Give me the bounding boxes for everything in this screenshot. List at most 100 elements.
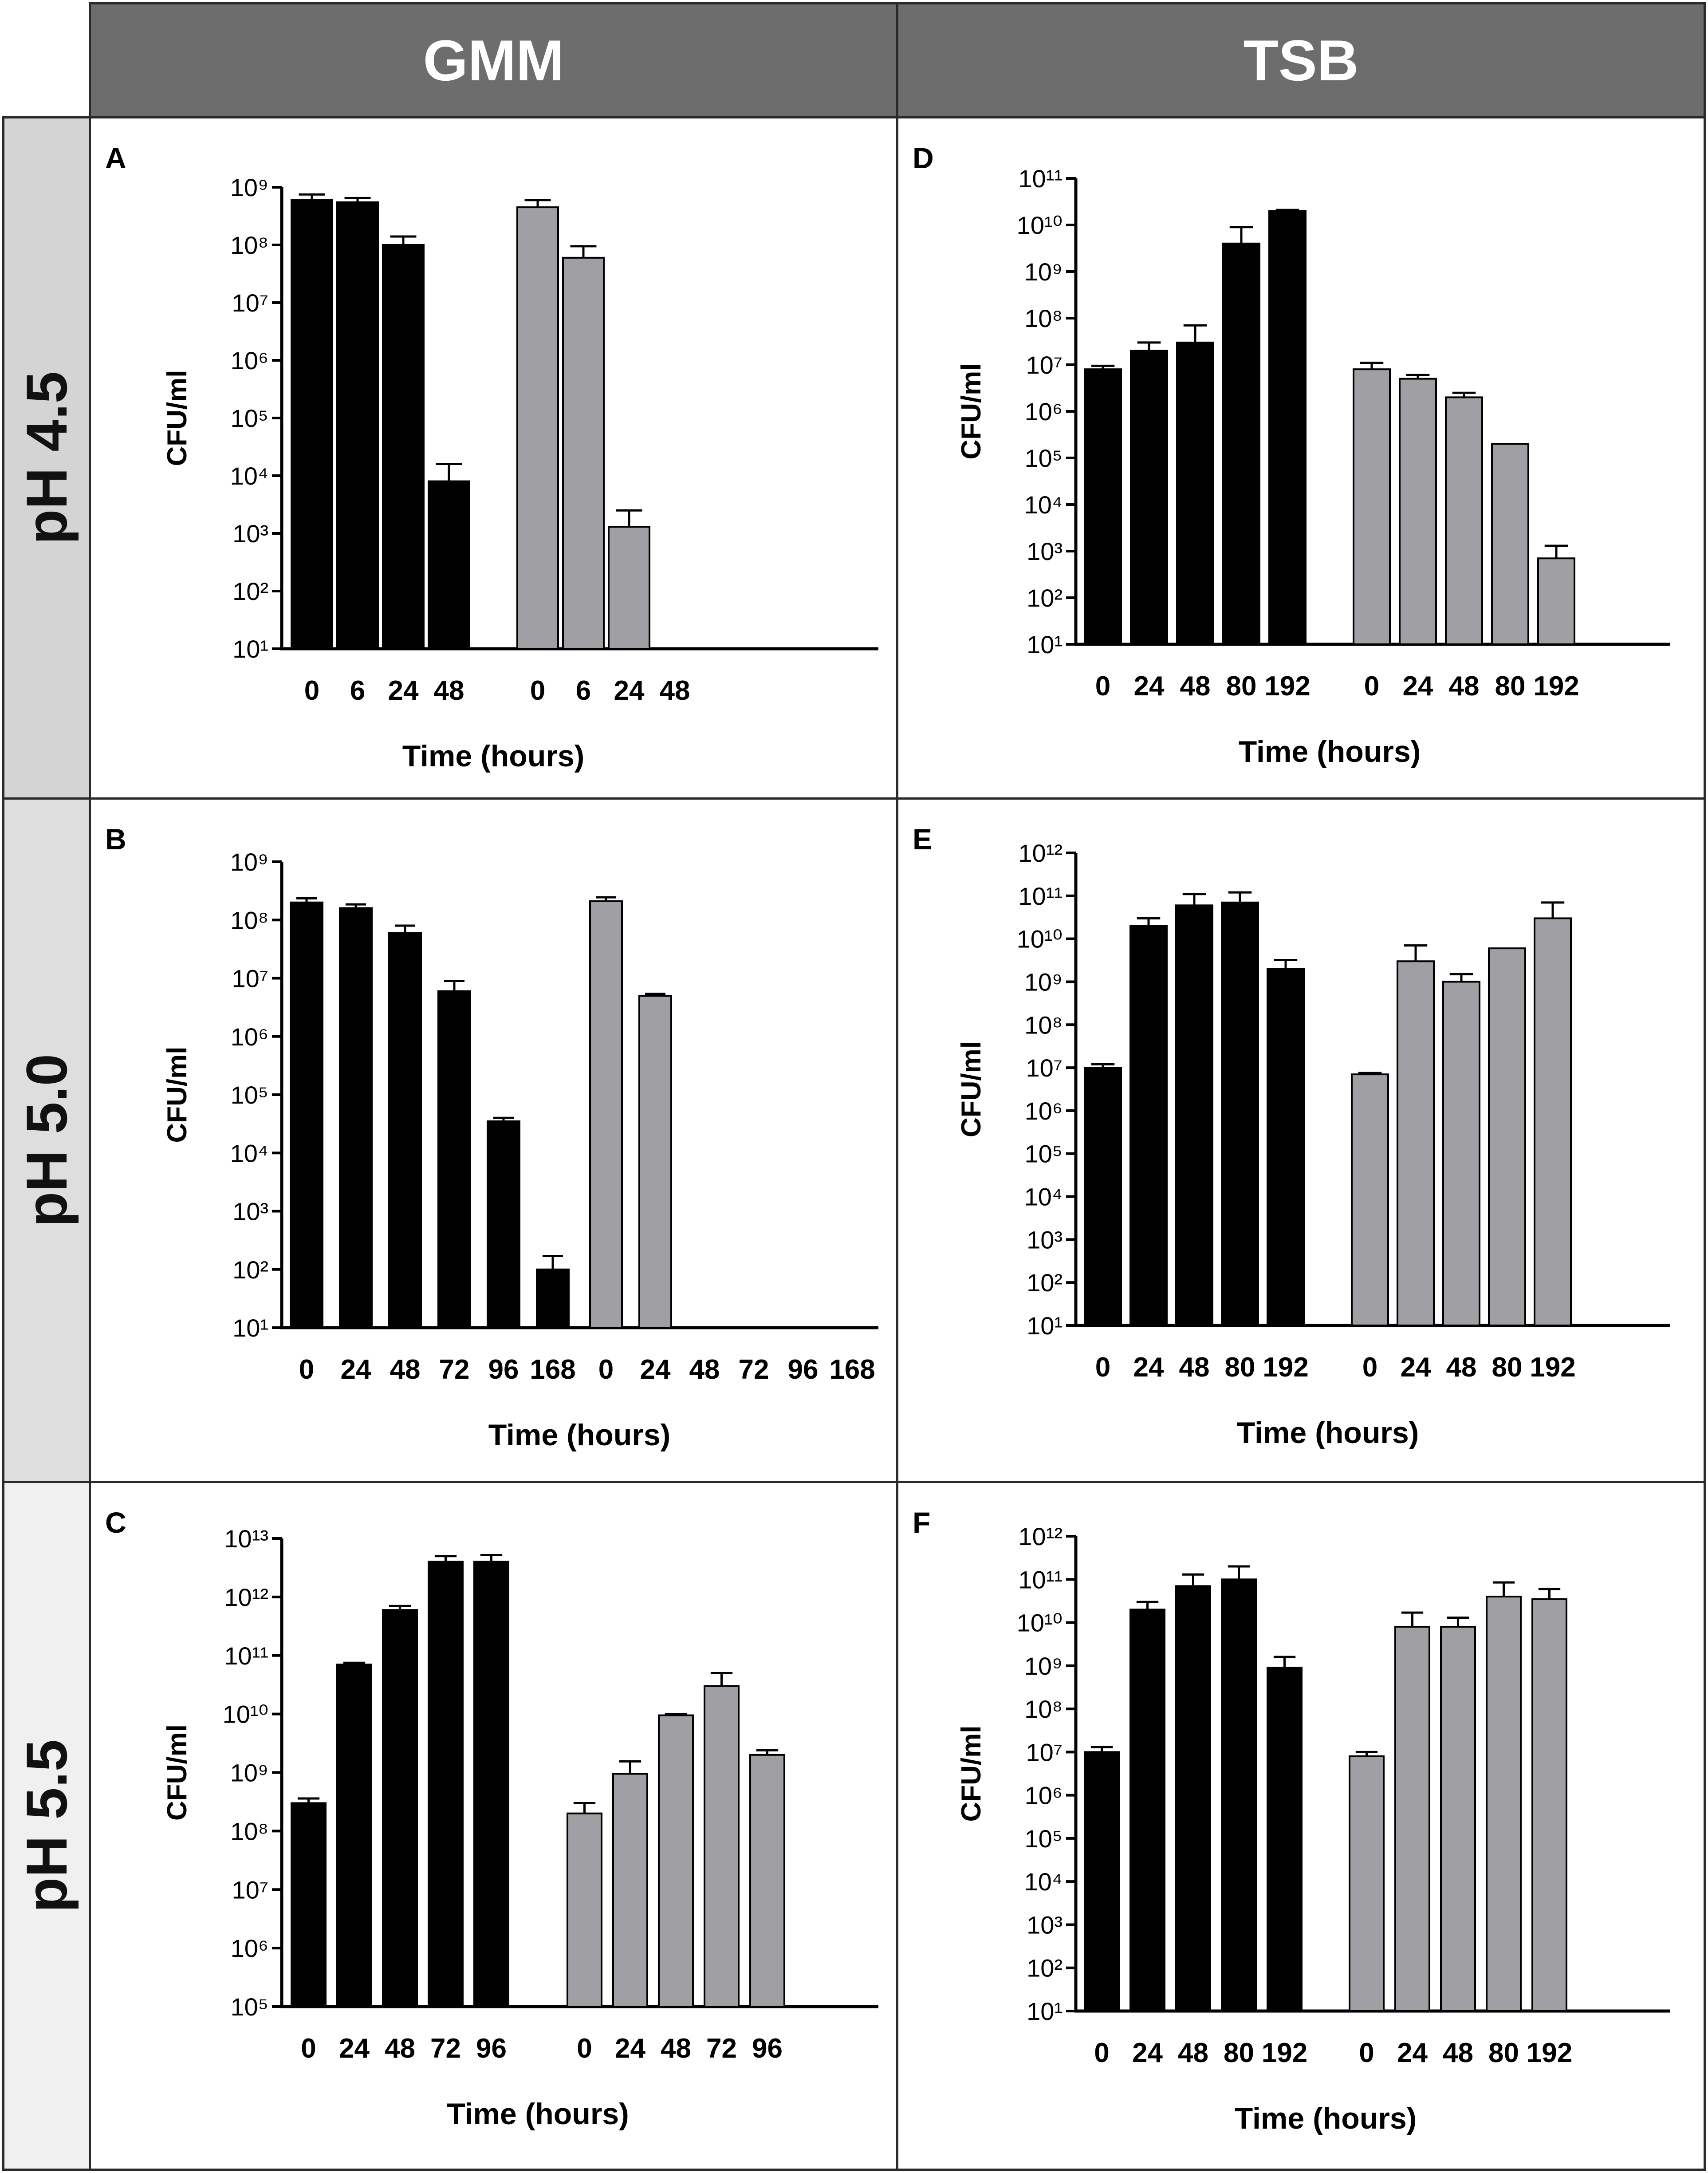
panel-a-bar [382, 244, 425, 650]
panel-d-y-tick-label: 10⁶ [1025, 398, 1063, 426]
panel-e-x-tick-label: 0 [1095, 1352, 1110, 1383]
panel-b-x-tick-label: 168 [829, 1354, 875, 1385]
panel-b-bar [536, 1268, 570, 1329]
panel-d-x-tick-label: 0 [1364, 671, 1379, 702]
panel-f-x-tick-label: 0 [1359, 2038, 1374, 2068]
panel-e-bar [1175, 904, 1213, 1326]
panel-b-y-tick-label: 10⁶ [231, 1023, 268, 1051]
panel-b-y-axis-title: CFU/ml [162, 1047, 193, 1143]
panel-b-x-tick-label: 96 [488, 1354, 519, 1385]
panel-d-x-tick-label: 24 [1403, 671, 1433, 702]
panel-b-bar [388, 932, 422, 1329]
panel-d-x-tick-label: 80 [1495, 671, 1526, 702]
panel-e-x-tick-label: 80 [1492, 1352, 1523, 1383]
panel-e-bar [1442, 981, 1480, 1327]
panel-b-letter: B [105, 823, 126, 856]
row-label-ph55-text: pH 5.5 [14, 1739, 79, 1913]
panel-f-y-tick-label: 10³ [1027, 1911, 1063, 1939]
panel-d-x-tick-label: 48 [1449, 671, 1480, 702]
panel-e-y-tick-label: 10⁸ [1024, 1011, 1063, 1039]
panel-c-x-axis-title: Time (hours) [447, 2097, 629, 2131]
panel-a-x-tick-label: 6 [576, 675, 591, 706]
panel-b-y-tick-label: 10⁸ [230, 906, 268, 934]
panel-a-y-tick-label: 10⁸ [230, 231, 268, 259]
panel-b-x-tick-label: 168 [530, 1354, 575, 1385]
panel-d-bar [1268, 210, 1307, 645]
panel-b-x-tick-label: 0 [598, 1354, 614, 1385]
panel-a-y-tick-label: 10⁶ [231, 347, 268, 375]
panel-e: E 10¹ 10² 10³ 10⁴ 10⁵ 10⁶ 10⁷ 10⁸ 10⁹ 10¹⁰ 10¹¹ 10¹²… [896, 797, 1706, 1483]
panel-d-bar [1353, 368, 1391, 645]
panel-d-x-tick-label: 48 [1180, 671, 1211, 702]
panel-f-x-tick-label: 0 [1094, 2038, 1109, 2068]
panel-b-bar [487, 1120, 520, 1329]
panel-d-x-axis-title: Time (hours) [1239, 735, 1421, 769]
panel-c-y-tick-label: 10⁵ [230, 1993, 268, 2021]
corner-blank [0, 0, 89, 118]
panel-b-x-tick-label: 72 [739, 1354, 769, 1385]
panel-e-bar [1129, 925, 1168, 1326]
panel-f-y-tick-label: 10⁷ [1026, 1738, 1063, 1766]
panel-a-bar [428, 480, 470, 650]
panel-c-bar [567, 1812, 602, 2008]
panel-e-x-tick-label: 192 [1530, 1352, 1575, 1383]
panel-f-x-axis-title: Time (hours) [1235, 2102, 1417, 2135]
panel-d-y-tick-label: 10⁷ [1026, 351, 1063, 379]
panel-f-y-tick-label: 10² [1027, 1954, 1063, 1982]
panel-e-x-tick-label: 48 [1446, 1352, 1477, 1383]
panel-d-bar [1130, 350, 1168, 645]
panel-f-bar [1129, 1609, 1165, 2012]
panel-a-bar [608, 526, 650, 650]
panel-c-x-tick-label: 24 [339, 2033, 370, 2064]
column-header-tsb: TSB [896, 2, 1706, 118]
panel-e-x-axis-title: Time (hours) [1237, 1416, 1419, 1450]
panel-f-y-tick-label: 10¹² [1018, 1522, 1063, 1550]
panel-f-bar [1221, 1578, 1257, 2012]
panel-f-bar [1440, 1625, 1476, 2012]
panel-d-y-axis-title: CFU/ml [956, 363, 987, 460]
panel-e-y-tick-label: 10² [1027, 1269, 1063, 1297]
panel-f-bar [1531, 1598, 1567, 2012]
panel-f-y-tick-label: 10⁶ [1025, 1782, 1063, 1810]
panel-e-bar [1221, 901, 1259, 1327]
panel-f: F 10¹ 10² 10³ 10⁴ 10⁵ 10⁶ 10⁷ 10⁸ 10⁹ 10¹⁰ 10¹¹ 10¹²… [896, 1481, 1706, 2171]
panel-f-y-axis-title: CFU/ml [956, 1726, 987, 1822]
panel-e-x-tick-label: 48 [1179, 1352, 1210, 1383]
panel-c-bar [473, 1561, 509, 2007]
panel-c-y-tick-label: 10¹² [224, 1583, 268, 1611]
panel-f-x-tick-label: 80 [1224, 2038, 1254, 2068]
panel-e-y-tick-label: 10⁴ [1024, 1183, 1063, 1211]
panel-e-bar [1267, 968, 1305, 1326]
panel-a-x-tick-label: 24 [388, 675, 419, 706]
panel-e-x-tick-label: 80 [1225, 1352, 1255, 1383]
column-header-gmm: GMM [89, 2, 898, 118]
panel-a-x-tick-label: 24 [614, 675, 645, 706]
panel-d-bar [1399, 378, 1437, 645]
panel-a-letter: A [105, 142, 126, 174]
panel-f-x-tick-label: 48 [1443, 2038, 1473, 2068]
panel-d-bar [1222, 242, 1260, 645]
panel-e-bar [1534, 917, 1572, 1327]
panel-a-y-tick-label: 10⁷ [232, 289, 268, 317]
panel-e-bar [1084, 1067, 1122, 1326]
panel-e-y-tick-label: 10³ [1027, 1226, 1063, 1254]
panel-b-x-tick-label: 24 [341, 1354, 371, 1385]
panel-a-y-tick-label: 10⁵ [230, 404, 268, 432]
panel-d-y-tick-label: 10¹⁰ [1017, 211, 1063, 239]
panel-f-y-tick-label: 10⁵ [1024, 1825, 1063, 1853]
panel-e-bar [1351, 1073, 1389, 1326]
chart-d: D 10¹ 10² 10³ 10⁴ 10⁵ 10⁶ 10⁷ 10⁸ 10⁹ 10¹⁰ 10¹¹ CFU/… [913, 142, 1670, 769]
panel-b-bar [437, 990, 471, 1329]
panel-d-bar [1445, 396, 1483, 645]
panel-d-bar [1491, 443, 1529, 645]
panel-e-y-tick-label: 10⁶ [1025, 1097, 1063, 1125]
column-header-tsb-label: TSB [1243, 28, 1359, 93]
panel-c-x-tick-label: 72 [430, 2033, 461, 2064]
panel-a-x-tick-label: 0 [304, 675, 319, 706]
panel-e-y-axis-title: CFU/ml [956, 1041, 987, 1137]
panel-c-x-tick-label: 0 [577, 2033, 592, 2064]
panel-e-x-tick-label: 0 [1362, 1352, 1377, 1383]
panel-f-x-tick-label: 192 [1527, 2038, 1572, 2068]
panel-f-bar [1267, 1667, 1303, 2012]
